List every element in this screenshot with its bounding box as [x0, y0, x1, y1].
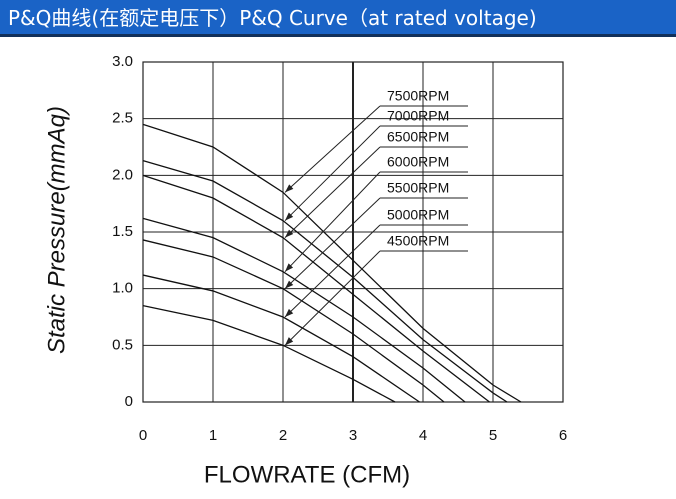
leader-line [284, 146, 381, 239]
y-axis-label: Static Pressure(mmAq) [43, 106, 70, 354]
leader-arrow [285, 229, 294, 238]
header-title: P&Q曲线(在额定电压下）P&Q Curve（at rated voltage) [0, 0, 676, 37]
leader-arrow [285, 337, 294, 346]
leader-line [284, 171, 381, 273]
x-tick-label: 1 [209, 427, 217, 444]
x-axis-label: FLOWRATE (CFM) [204, 461, 410, 488]
pq-curve [142, 274, 420, 403]
legend-label: 4500RPM [387, 233, 449, 249]
pq-curve [142, 217, 466, 403]
leader-line [284, 105, 381, 193]
pq-curve [142, 123, 522, 403]
x-tick-label: 2 [279, 427, 287, 444]
y-tick-label: 2.5 [112, 110, 133, 127]
x-tick-label: 6 [559, 427, 567, 444]
y-tick-label: 3.0 [112, 53, 133, 70]
legend-label: 6000RPM [387, 154, 449, 170]
leader-line [284, 250, 381, 346]
leader-line [284, 125, 381, 222]
leader-line [284, 224, 381, 318]
leader-line [284, 197, 381, 290]
legend-label: 7500RPM [387, 88, 449, 104]
leader-arrow [285, 184, 294, 193]
x-tick-label: 5 [489, 427, 497, 444]
legend-label: 5500RPM [387, 180, 449, 196]
legend-label: 5000RPM [387, 207, 449, 223]
pq-curve [142, 239, 445, 403]
legend-label: 6500RPM [387, 129, 449, 145]
plot-frame [142, 61, 564, 403]
leader-arrow [285, 212, 294, 221]
leader-arrow [285, 280, 294, 289]
y-tick-label: 2.0 [112, 166, 133, 183]
y-tick-label: 1.5 [112, 223, 133, 240]
y-tick-label: 0 [125, 393, 133, 410]
chart: Static Pressure(mmAq) FLOWRATE (CFM) 0 0.… [43, 53, 567, 488]
legend-label: 7000RPM [387, 108, 449, 124]
leader-arrow [285, 308, 294, 317]
x-tick-label: 4 [419, 427, 427, 444]
pq-curve [142, 305, 396, 403]
x-tick-label: 3 [349, 427, 357, 444]
y-tick-label: 0.5 [112, 336, 133, 353]
y-tick-label: 1.0 [112, 280, 133, 297]
leader-arrow [285, 263, 294, 272]
x-tick-label: 0 [139, 427, 147, 444]
pq-curve [142, 174, 490, 403]
